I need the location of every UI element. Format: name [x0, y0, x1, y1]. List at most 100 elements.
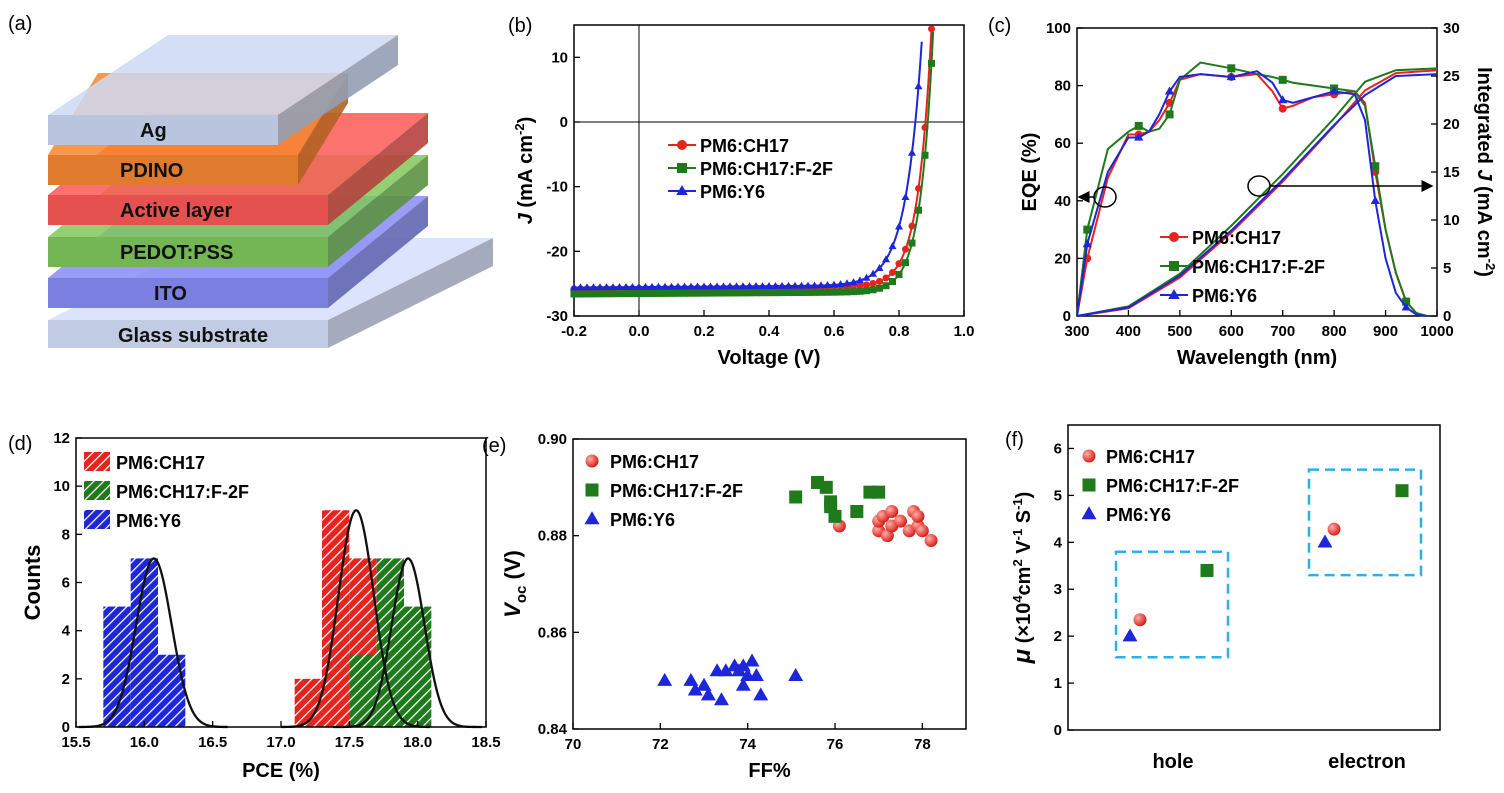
- integrated-curve-1: [1076, 67, 1438, 317]
- jv-point: [699, 282, 709, 290]
- scatter-point: [789, 490, 803, 504]
- panel-d-y-tick-label: 10: [53, 478, 70, 495]
- panel-a-device-structure: (a) Glass substrate ITO PEDOT:PSS Active la…: [8, 13, 493, 348]
- scatter-point: [924, 534, 938, 547]
- layer-label: PDINO: [120, 160, 183, 182]
- panel-c-x-tick-label: 500: [1167, 323, 1192, 340]
- jv-point: [784, 281, 793, 289]
- panel-d-x-tick-label: 18.0: [403, 734, 432, 751]
- jv-point: [882, 274, 890, 282]
- jv-point: [811, 288, 818, 296]
- legend-label: PM6:Y6: [1106, 505, 1171, 525]
- jv-point: [706, 282, 715, 290]
- scatter-point: [735, 677, 751, 691]
- scatter-point: [718, 663, 734, 677]
- jv-point: [634, 282, 644, 290]
- layer-ag: Ag: [48, 35, 398, 145]
- jv-point: [759, 289, 766, 297]
- jv-point: [856, 282, 864, 290]
- jv-point: [907, 148, 917, 156]
- jv-point: [915, 206, 922, 214]
- panel-b-jv-curve: (b) -0.2 0.0 0.2 0.4 0.6 0.8 1.0 -30 -20 -10 0 10 Vo…: [508, 15, 974, 369]
- eqe-point: [1278, 104, 1287, 113]
- panel-e-y-tick-label: 0.86: [538, 624, 567, 641]
- panel-d-y-tick-label: 0: [62, 719, 70, 736]
- jv-point: [661, 289, 669, 297]
- panel-c-eqe: (c) 300 400 500 600 700 800 900 100002040608010…: [988, 15, 1498, 369]
- jv-point: [895, 260, 903, 268]
- legend-marker: [1168, 289, 1180, 299]
- y-label-symbol: μ: [1009, 648, 1036, 664]
- mobility-point: [1327, 522, 1341, 536]
- jv-point: [642, 290, 649, 298]
- panel-c-right-y-tick-label: 20: [1443, 116, 1460, 133]
- panel-d-y-tick-label: 12: [53, 430, 70, 447]
- jv-point: [875, 263, 884, 271]
- layer-side-face: [328, 113, 428, 225]
- jv-point: [622, 290, 630, 298]
- panel-d-x-tick-label: 16.0: [130, 734, 159, 751]
- panel-c-x-tick-label: 400: [1116, 323, 1141, 340]
- jv-point: [894, 222, 904, 230]
- panel-d-label: (d): [8, 433, 32, 455]
- jv-point: [771, 281, 780, 289]
- scatter-point: [894, 514, 907, 528]
- y-label-part: S: [1013, 510, 1035, 529]
- scatter-point: [872, 485, 886, 499]
- scatter-point: [700, 687, 716, 701]
- jv-point: [602, 283, 611, 291]
- layer-label: Ag: [140, 120, 167, 142]
- eqe-point: [1278, 95, 1288, 104]
- eqe-point: [1083, 225, 1092, 234]
- panel-d-y-label: Counts: [20, 545, 45, 621]
- jv-point: [843, 288, 851, 296]
- jv-point: [609, 290, 617, 298]
- panel-b-y-tick-label: -30: [546, 308, 568, 325]
- panel-d-y-tick-label: 2: [62, 671, 70, 688]
- eqe-point: [1370, 196, 1380, 204]
- eqe-point: [1082, 239, 1092, 248]
- panel-b-x-tick-label: 1.0: [954, 323, 975, 340]
- jv-point: [700, 289, 708, 297]
- panel-f-y-tick-label: 5: [1054, 487, 1062, 504]
- jv-point: [667, 282, 676, 290]
- panel-c-x-tick-label: 1000: [1420, 323, 1453, 340]
- jv-point: [862, 273, 871, 281]
- jv-point: [621, 283, 631, 291]
- jv-point: [629, 290, 636, 298]
- legend-marker: [585, 483, 599, 497]
- panel-e-x-tick-label: 78: [914, 736, 931, 753]
- scatter-point: [911, 509, 925, 523]
- scatter-point: [880, 529, 894, 543]
- scatter-point: [683, 672, 699, 686]
- scatter-point: [687, 682, 703, 696]
- y-label-sub: oc: [513, 586, 530, 604]
- jv-point: [842, 279, 852, 287]
- electron-group-box: [1307, 468, 1423, 577]
- jv-point: [901, 192, 910, 200]
- panel-b-y-label: J (mA cm-2): [512, 117, 537, 225]
- jv-point: [673, 282, 683, 290]
- legend-label: PM6:Y6: [1192, 286, 1257, 306]
- scatter-point: [850, 505, 864, 518]
- y-label-symbol: J: [515, 212, 537, 224]
- panel-d-x-tick-label: 16.5: [198, 734, 227, 751]
- scatter-point: [744, 653, 760, 667]
- panel-b-x-label: Voltage (V): [718, 347, 821, 369]
- panel-c-y-label: EQE (%): [1019, 133, 1041, 212]
- jv-point: [849, 278, 858, 286]
- legend-marker: [677, 163, 687, 173]
- jv-point: [876, 277, 883, 285]
- eqe-point: [1329, 86, 1339, 95]
- jv-point: [570, 290, 578, 298]
- y-label-symbol: V: [500, 601, 525, 618]
- panel-f-y-tick-label: 1: [1054, 675, 1062, 692]
- jv-point: [712, 282, 722, 290]
- legend-marker: [1169, 261, 1179, 271]
- histogram-bar: [294, 678, 322, 727]
- jv-point: [797, 281, 806, 289]
- panel-c-right-y-tick-label: 15: [1443, 164, 1460, 181]
- panel-b-x-tick-label: -0.2: [561, 323, 587, 340]
- jv-point: [895, 270, 903, 278]
